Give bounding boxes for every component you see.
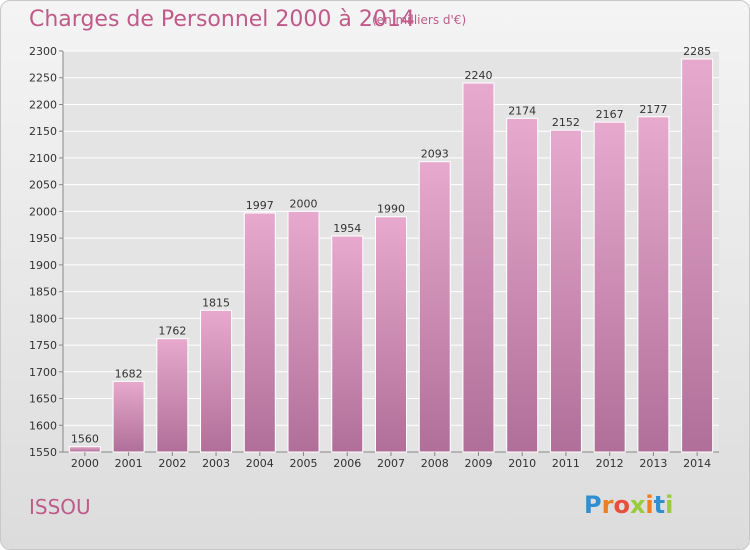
x-tick-label: 2012 bbox=[596, 457, 624, 470]
bar bbox=[200, 309, 233, 453]
x-tick-label: 2004 bbox=[246, 457, 274, 470]
logo-letter: x bbox=[629, 491, 646, 519]
logo-letter: r bbox=[601, 491, 614, 519]
x-tick-label: 2005 bbox=[290, 457, 318, 470]
bar bbox=[68, 446, 101, 453]
bar bbox=[506, 117, 539, 453]
y-tick-label: 1750 bbox=[29, 339, 57, 352]
bar-value-label: 2152 bbox=[552, 116, 580, 129]
y-tick-label: 2150 bbox=[29, 125, 57, 138]
bar bbox=[549, 129, 582, 453]
y-tick-label: 2000 bbox=[29, 205, 57, 218]
bar bbox=[681, 58, 714, 453]
bar-value-label: 1682 bbox=[115, 367, 143, 380]
y-tick-label: 2200 bbox=[29, 98, 57, 111]
x-tick-label: 2010 bbox=[508, 457, 536, 470]
x-tick-label: 2009 bbox=[464, 457, 492, 470]
bar-value-label: 2174 bbox=[508, 104, 536, 117]
bar-value-label: 1954 bbox=[333, 222, 361, 235]
x-tick-label: 2000 bbox=[71, 457, 99, 470]
y-tick-label: 1600 bbox=[29, 419, 57, 432]
y-tick-label: 1850 bbox=[29, 286, 57, 299]
bar-value-label: 2093 bbox=[421, 148, 449, 161]
bar bbox=[331, 235, 364, 453]
y-tick-label: 1650 bbox=[29, 393, 57, 406]
y-tick-label: 2100 bbox=[29, 152, 57, 165]
bar-value-label: 2167 bbox=[596, 108, 624, 121]
x-tick-label: 2007 bbox=[377, 457, 405, 470]
bar-value-label: 2177 bbox=[639, 103, 667, 116]
bar bbox=[462, 82, 495, 453]
bar bbox=[375, 216, 407, 453]
bar bbox=[243, 212, 276, 453]
logo-letter: i bbox=[645, 491, 654, 519]
x-tick-label: 2001 bbox=[115, 457, 143, 470]
y-tick-label: 1950 bbox=[29, 232, 57, 245]
bar bbox=[112, 380, 145, 453]
x-tick-label: 2013 bbox=[639, 457, 667, 470]
y-tick-label: 1800 bbox=[29, 312, 57, 325]
logo-letter: P bbox=[584, 491, 602, 519]
y-tick-label: 2050 bbox=[29, 179, 57, 192]
x-tick-label: 2002 bbox=[158, 457, 186, 470]
proxiti-logo[interactable]: Proxiti bbox=[584, 491, 673, 519]
bar-value-label: 1815 bbox=[202, 296, 230, 309]
city-name: ISSOU bbox=[29, 495, 91, 519]
bar-value-label: 1990 bbox=[377, 203, 405, 216]
chart-title: Charges de Personnel 2000 à 2014 bbox=[29, 7, 415, 32]
x-tick-label: 2014 bbox=[683, 457, 711, 470]
bar-value-label: 2240 bbox=[464, 69, 492, 82]
x-tick-label: 2011 bbox=[552, 457, 580, 470]
logo-letter: t bbox=[653, 491, 666, 519]
y-tick-label: 2300 bbox=[29, 45, 57, 58]
bar-value-label: 1997 bbox=[246, 199, 274, 212]
y-tick-label: 1900 bbox=[29, 259, 57, 272]
y-tick-label: 1700 bbox=[29, 366, 57, 379]
x-tick-label: 2003 bbox=[202, 457, 230, 470]
bar bbox=[287, 210, 320, 453]
bar-value-label: 1560 bbox=[71, 433, 99, 446]
y-tick-label: 2250 bbox=[29, 72, 57, 85]
x-tick-label: 2008 bbox=[421, 457, 449, 470]
bar-value-label: 2000 bbox=[290, 197, 318, 210]
bar bbox=[637, 116, 670, 453]
y-tick-label: 1550 bbox=[29, 446, 57, 459]
bar bbox=[418, 161, 451, 453]
bar-value-label: 1762 bbox=[158, 325, 186, 338]
chart-subtitle: (en milliers d'€) bbox=[372, 13, 467, 27]
logo-letter: i bbox=[665, 491, 674, 519]
bar bbox=[593, 121, 626, 453]
x-tick-label: 2006 bbox=[333, 457, 361, 470]
bar bbox=[156, 338, 189, 453]
bar-value-label: 2285 bbox=[683, 45, 711, 58]
logo-letter: o bbox=[613, 491, 630, 519]
